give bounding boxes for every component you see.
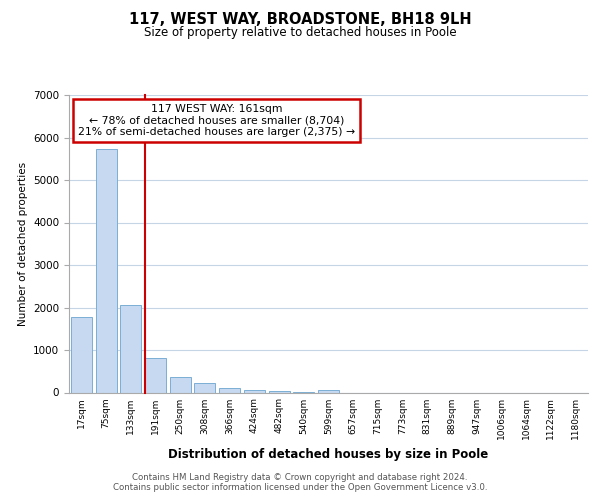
- Text: 117, WEST WAY, BROADSTONE, BH18 9LH: 117, WEST WAY, BROADSTONE, BH18 9LH: [128, 12, 472, 28]
- Bar: [120, 305, 141, 392]
- Bar: [95, 148, 116, 392]
- Y-axis label: Number of detached properties: Number of detached properties: [17, 162, 28, 326]
- X-axis label: Distribution of detached houses by size in Poole: Distribution of detached houses by size …: [169, 448, 488, 461]
- Text: Size of property relative to detached houses in Poole: Size of property relative to detached ho…: [143, 26, 457, 39]
- Bar: [170, 377, 191, 392]
- Bar: [145, 358, 166, 392]
- Bar: [219, 388, 240, 392]
- Bar: [194, 382, 215, 392]
- Bar: [244, 390, 265, 392]
- Bar: [318, 390, 339, 392]
- Bar: [71, 317, 92, 392]
- Text: Contains HM Land Registry data © Crown copyright and database right 2024.
Contai: Contains HM Land Registry data © Crown c…: [113, 473, 487, 492]
- Text: 117 WEST WAY: 161sqm
← 78% of detached houses are smaller (8,704)
21% of semi-de: 117 WEST WAY: 161sqm ← 78% of detached h…: [79, 104, 355, 137]
